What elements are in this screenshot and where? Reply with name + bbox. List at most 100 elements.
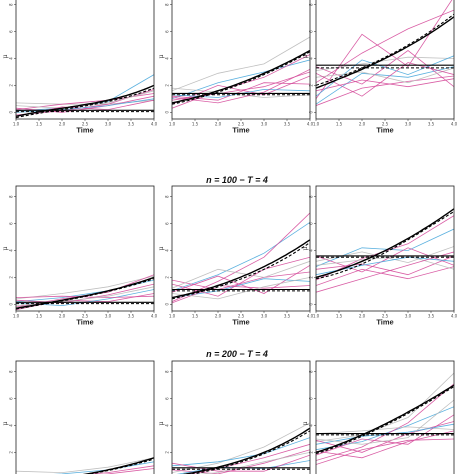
series-line-pink xyxy=(189,443,310,474)
series-line-pink xyxy=(172,256,310,297)
x-tick-label: 3.0 xyxy=(405,314,412,319)
y-tick-label: 8 xyxy=(164,195,169,198)
series-line-pink xyxy=(316,255,454,276)
y-tick-label: 4 xyxy=(164,424,169,427)
x-tick-label: 2.5 xyxy=(382,314,389,319)
y-axis-label: μ xyxy=(158,421,165,425)
plot-area xyxy=(16,74,154,119)
x-axis-label: Time xyxy=(376,318,393,327)
y-tick-label: 6 xyxy=(308,397,313,400)
x-tick-label: 3.0 xyxy=(261,122,268,127)
mean-curve-solid xyxy=(172,49,310,104)
series-line-pink xyxy=(103,468,154,474)
y-tick-label: 4 xyxy=(308,424,313,427)
y-tick-label: 8 xyxy=(164,370,169,373)
y-axis-label: μ xyxy=(158,54,165,58)
series-line-pink xyxy=(172,285,310,304)
x-tick-label: 1.0 xyxy=(13,314,20,319)
x-tick-label: 2.0 xyxy=(215,314,222,319)
series-line-grey xyxy=(316,399,454,445)
y-axis-label: μ xyxy=(302,54,309,58)
x-tick-label: 4.0 xyxy=(151,122,158,127)
y-tick-label: 6 xyxy=(8,222,13,225)
x-tick-label: 3.5 xyxy=(284,314,291,319)
panel-r2-c0: 2 4 6 8 μ xyxy=(2,360,155,474)
x-tick-label: 3.0 xyxy=(261,314,268,319)
mean-curve-solid xyxy=(316,384,454,454)
series-line-pink xyxy=(316,78,454,92)
mean-curve-solid xyxy=(172,239,310,299)
series-line-pink xyxy=(316,383,454,461)
series-line-pink xyxy=(172,454,310,472)
mean-curve-solid xyxy=(16,276,154,309)
series-line-pink xyxy=(316,0,453,100)
series-line-pink xyxy=(172,271,310,290)
mean-curve-dashed xyxy=(316,13,454,86)
mean-curve-dashed xyxy=(16,87,154,119)
mean-curve-solid xyxy=(316,16,454,89)
y-tick-label: 2 xyxy=(8,84,13,87)
x-tick-label: 2.0 xyxy=(59,122,66,127)
y-tick-label: 6 xyxy=(8,397,13,400)
y-axis-label: μ xyxy=(302,421,309,425)
y-tick-label: 4 xyxy=(8,249,13,252)
y-tick-label: 4 xyxy=(308,249,313,252)
y-tick-label: 4 xyxy=(164,249,169,252)
y-tick-label: 6 xyxy=(164,397,169,400)
mean-curve-solid xyxy=(316,208,454,279)
x-tick-label: 2.5 xyxy=(238,122,245,127)
mean-curve-dashed xyxy=(172,242,310,300)
row-title-2: n = 200 − T = 4 xyxy=(206,349,268,359)
mean-curve-dashed xyxy=(316,386,454,455)
x-tick-label: 1.0 xyxy=(169,314,176,319)
panel-r2-c2: 2 4 6 8 μ xyxy=(302,360,455,474)
y-tick-label: 2 xyxy=(8,276,13,279)
plot-area xyxy=(316,372,454,465)
x-tick-label: 3.0 xyxy=(105,314,112,319)
mean-curve-dashed xyxy=(16,278,154,310)
y-tick-label: 8 xyxy=(8,370,13,373)
x-tick-label: 4.0 xyxy=(307,122,314,127)
mean-curve-solid xyxy=(82,457,154,474)
panel-frame xyxy=(15,360,155,474)
series-line-grey xyxy=(172,87,310,98)
panel-r2-c1: 2 4 6 8 μ xyxy=(158,360,311,474)
x-tick-label: 2.5 xyxy=(382,122,389,127)
y-tick-label: 2 xyxy=(308,451,313,454)
row-titles: n = 100 − T = 4 n = 200 − T = 4 xyxy=(206,175,268,359)
y-tick-label: 4 xyxy=(308,57,313,60)
x-axis-label: Time xyxy=(232,318,249,327)
series-line-pink xyxy=(172,68,310,104)
x-tick-label: 2.5 xyxy=(82,314,89,319)
y-tick-label: 8 xyxy=(308,195,313,198)
y-tick-label: 0 xyxy=(8,111,13,114)
y-tick-label: 2 xyxy=(8,451,13,454)
series-line-grey xyxy=(316,67,454,84)
y-tick-label: 0 xyxy=(164,111,169,114)
y-tick-label: 6 xyxy=(164,30,169,33)
panel-frame xyxy=(171,360,311,474)
y-axis-label: μ xyxy=(302,246,309,250)
y-tick-label: 0 xyxy=(8,303,13,306)
x-tick-label: 4.0 xyxy=(451,314,458,319)
panel-r0-c2: 0 2 4 6 8 μ 1.0 1.5 2.0 2.5 3.0 3.5 4.0 Time xyxy=(302,0,458,135)
plot-area xyxy=(172,36,310,109)
x-tick-label: 1.0 xyxy=(169,122,176,127)
row-title-1: n = 100 − T = 4 xyxy=(206,175,268,185)
x-tick-label: 2.0 xyxy=(59,314,66,319)
x-tick-label: 2.0 xyxy=(215,122,222,127)
series-line-blue xyxy=(316,423,454,445)
series-line-grey xyxy=(316,56,454,71)
x-tick-label: 4.0 xyxy=(307,314,314,319)
y-tick-label: 0 xyxy=(164,303,169,306)
plot-area xyxy=(172,422,310,474)
y-tick-label: 6 xyxy=(8,30,13,33)
series-line-grey xyxy=(172,260,310,289)
y-tick-label: 8 xyxy=(308,370,313,373)
x-axis-label: Time xyxy=(76,318,93,327)
x-tick-label: 1.5 xyxy=(36,122,43,127)
y-tick-label: 6 xyxy=(308,30,313,33)
series-line-pink xyxy=(316,75,454,106)
mean-curve-dashed xyxy=(190,430,310,474)
